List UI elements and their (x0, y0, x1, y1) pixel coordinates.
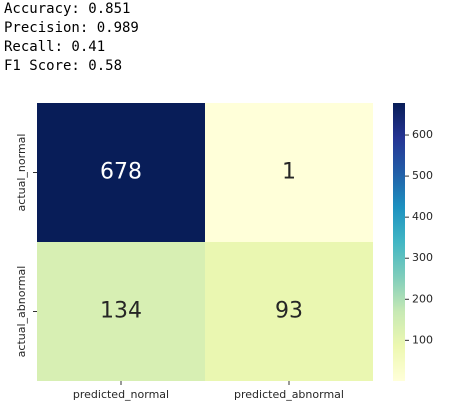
output-line: Precision: 0.989 (4, 20, 139, 36)
y-tick-label: actual_normal (15, 134, 28, 212)
colorbar-tick-label: 200 (412, 292, 433, 305)
output-line: F1 Score: 0.58 (4, 58, 123, 74)
x-tick-label: predicted_abnormal (234, 388, 344, 401)
cell-label: 1 (282, 160, 296, 185)
y-tick-label: actual_abnormal (15, 266, 28, 358)
cell-label: 93 (275, 299, 303, 324)
x-tick-label: predicted_normal (73, 388, 169, 401)
cell (205, 242, 373, 381)
colorbar-tick-label: 500 (412, 169, 433, 182)
colorbar-tick-label: 400 (412, 210, 433, 223)
colorbar-tick-label: 100 (412, 333, 433, 346)
output-text: Accuracy: 0.851 Precision: 0.989 Recall: 0… (4, 0, 139, 76)
output-line: Recall: 0.41 (4, 39, 106, 55)
cell-label: 134 (100, 299, 142, 324)
output-line: Accuracy: 0.851 (4, 1, 131, 17)
colorbar (393, 103, 405, 381)
cell (37, 242, 205, 381)
cell (205, 103, 373, 242)
colorbar-tick-label: 300 (412, 251, 433, 264)
cell-label: 678 (100, 160, 142, 185)
cell (37, 103, 205, 242)
colorbar-tick-label: 600 (412, 128, 433, 141)
